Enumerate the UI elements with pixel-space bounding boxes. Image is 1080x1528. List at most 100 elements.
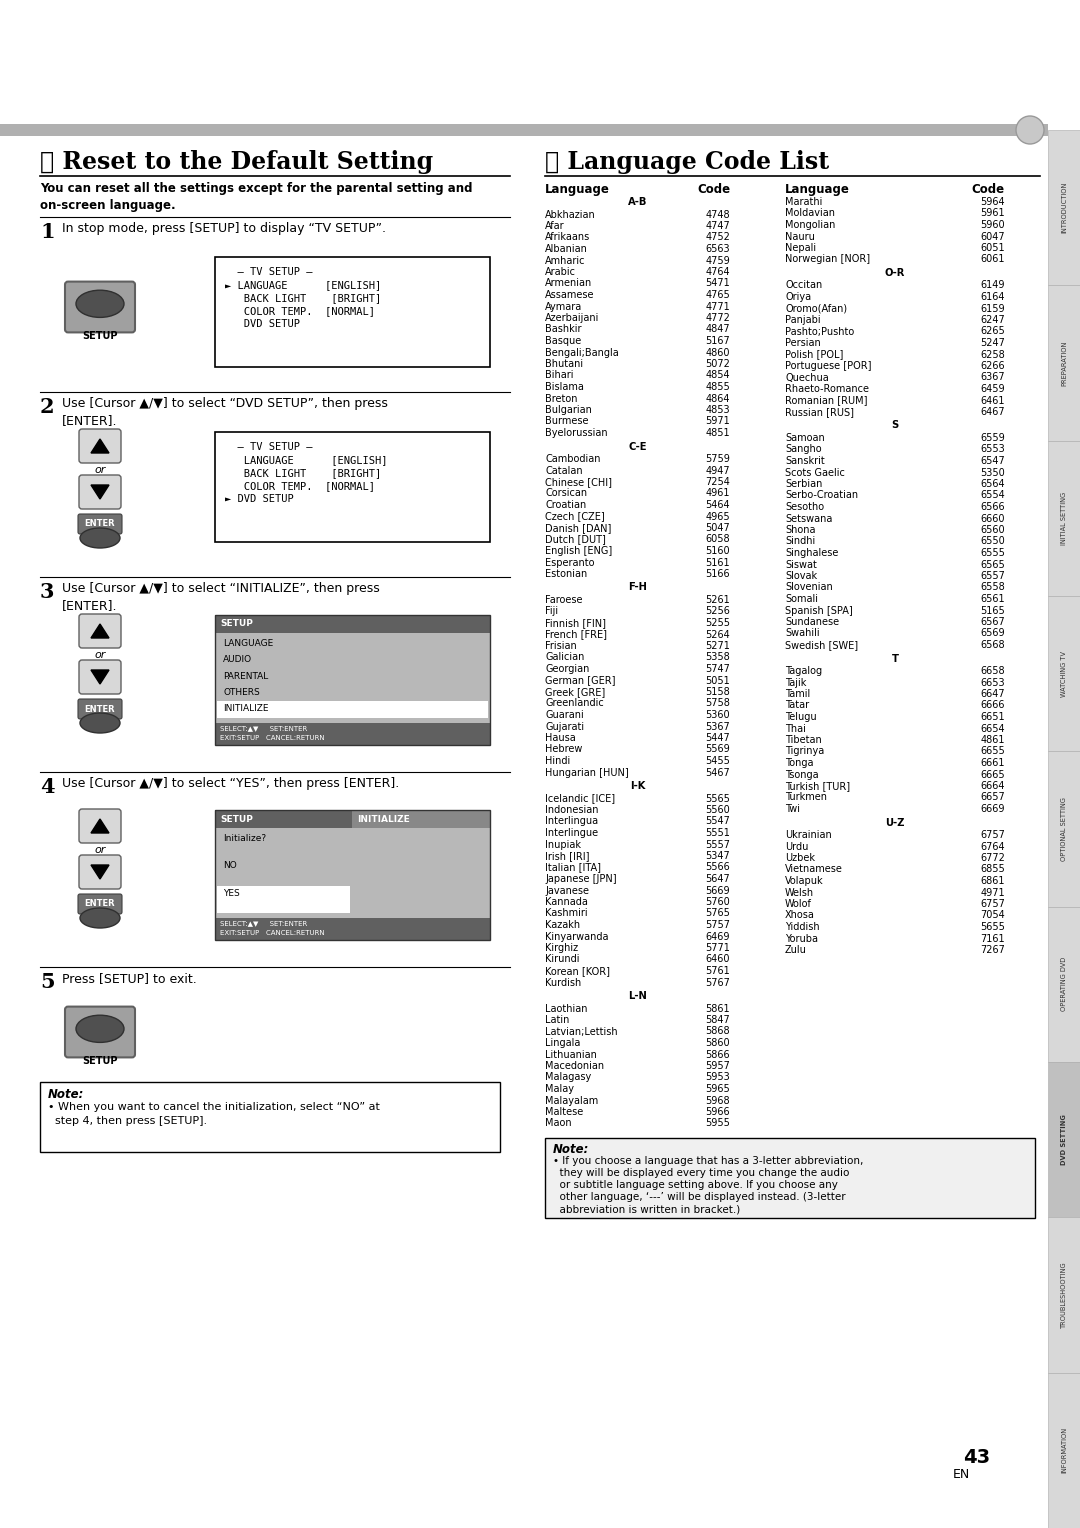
Text: 5072: 5072 bbox=[705, 359, 730, 368]
Text: Bulgarian: Bulgarian bbox=[545, 405, 592, 416]
Text: Kinyarwanda: Kinyarwanda bbox=[545, 932, 608, 941]
Text: Note:: Note: bbox=[553, 1143, 590, 1157]
Polygon shape bbox=[91, 623, 109, 639]
Text: Hebrew: Hebrew bbox=[545, 744, 582, 755]
FancyBboxPatch shape bbox=[78, 698, 122, 720]
Text: Macedonian: Macedonian bbox=[545, 1060, 604, 1071]
Text: 4971: 4971 bbox=[981, 888, 1005, 897]
Text: Indonesian: Indonesian bbox=[545, 805, 598, 814]
Text: 5051: 5051 bbox=[705, 675, 730, 686]
Text: Hausa: Hausa bbox=[545, 733, 576, 743]
Text: German [GER]: German [GER] bbox=[545, 675, 616, 686]
Text: other language, ‘---’ will be displayed instead. (3-letter: other language, ‘---’ will be displayed … bbox=[553, 1192, 846, 1203]
Text: 6554: 6554 bbox=[981, 490, 1005, 501]
Text: 5261: 5261 bbox=[705, 594, 730, 605]
Bar bbox=[1048, 130, 1080, 286]
Bar bbox=[215, 810, 490, 940]
Text: 6657: 6657 bbox=[981, 793, 1005, 802]
Text: AUDIO: AUDIO bbox=[222, 656, 252, 665]
Text: 5647: 5647 bbox=[705, 874, 730, 885]
Text: 5966: 5966 bbox=[705, 1106, 730, 1117]
Text: Gujarati: Gujarati bbox=[545, 721, 584, 732]
Text: 4847: 4847 bbox=[705, 324, 730, 335]
FancyBboxPatch shape bbox=[78, 513, 122, 533]
Text: Bislama: Bislama bbox=[545, 382, 584, 393]
Text: Shona: Shona bbox=[785, 526, 815, 535]
Text: Assamese: Assamese bbox=[545, 290, 594, 299]
Text: 5759: 5759 bbox=[705, 454, 730, 465]
Text: or subtitle language setting above. If you choose any: or subtitle language setting above. If y… bbox=[553, 1180, 838, 1190]
Text: Slovak: Slovak bbox=[785, 571, 818, 581]
Text: Kannada: Kannada bbox=[545, 897, 588, 908]
Text: Aymara: Aymara bbox=[545, 301, 582, 312]
Text: Laothian: Laothian bbox=[545, 1004, 588, 1013]
Text: SELECT:▲▼     SET:ENTER: SELECT:▲▼ SET:ENTER bbox=[220, 724, 307, 730]
Text: Russian [RUS]: Russian [RUS] bbox=[785, 406, 854, 417]
Text: Kirghiz: Kirghiz bbox=[545, 943, 578, 953]
Text: Telugu: Telugu bbox=[785, 712, 816, 723]
Text: O-R: O-R bbox=[885, 267, 905, 278]
Text: INITIAL SETTING: INITIAL SETTING bbox=[1061, 492, 1067, 545]
Text: 1: 1 bbox=[40, 222, 55, 241]
Text: Icelandic [ICE]: Icelandic [ICE] bbox=[545, 793, 616, 804]
Text: 6654: 6654 bbox=[981, 723, 1005, 733]
Bar bbox=[1048, 1062, 1080, 1218]
Text: Initialize?: Initialize? bbox=[222, 834, 266, 843]
Text: 6051: 6051 bbox=[981, 243, 1005, 254]
Text: Interlingue: Interlingue bbox=[545, 828, 598, 837]
Text: Georgian: Georgian bbox=[545, 665, 590, 674]
Text: Marathi: Marathi bbox=[785, 197, 822, 206]
Text: Press [SETUP] to exit.: Press [SETUP] to exit. bbox=[62, 972, 197, 986]
FancyBboxPatch shape bbox=[79, 614, 121, 648]
Text: 4772: 4772 bbox=[705, 313, 730, 322]
Ellipse shape bbox=[80, 529, 120, 549]
Text: Abkhazian: Abkhazian bbox=[545, 209, 596, 220]
Text: LANGUAGE: LANGUAGE bbox=[222, 639, 273, 648]
Text: Esperanto: Esperanto bbox=[545, 558, 594, 567]
Text: 5256: 5256 bbox=[705, 607, 730, 616]
Text: Bashkir: Bashkir bbox=[545, 324, 581, 335]
Text: 6247: 6247 bbox=[981, 315, 1005, 325]
Bar bbox=[1048, 1218, 1080, 1372]
Text: 5447: 5447 bbox=[705, 733, 730, 743]
Text: Dutch [DUT]: Dutch [DUT] bbox=[545, 535, 606, 544]
Text: 5767: 5767 bbox=[705, 978, 730, 987]
Text: 5271: 5271 bbox=[705, 642, 730, 651]
Text: Hindi: Hindi bbox=[545, 756, 570, 766]
Text: 5560: 5560 bbox=[705, 805, 730, 814]
Text: Scots Gaelic: Scots Gaelic bbox=[785, 468, 845, 477]
Text: Basque: Basque bbox=[545, 336, 581, 345]
Text: Sindhi: Sindhi bbox=[785, 536, 815, 547]
Text: 5847: 5847 bbox=[705, 1015, 730, 1025]
Polygon shape bbox=[91, 439, 109, 452]
Text: EXIT:SETUP   CANCEL:RETURN: EXIT:SETUP CANCEL:RETURN bbox=[220, 931, 325, 937]
Text: Frisian: Frisian bbox=[545, 642, 577, 651]
Text: 6647: 6647 bbox=[981, 689, 1005, 698]
Text: 6058: 6058 bbox=[705, 535, 730, 544]
Text: Kurdish: Kurdish bbox=[545, 978, 581, 987]
Text: Samoan: Samoan bbox=[785, 432, 825, 443]
Text: 5868: 5868 bbox=[705, 1027, 730, 1036]
Text: Urdu: Urdu bbox=[785, 842, 808, 851]
Text: OPTIONAL SETTING: OPTIONAL SETTING bbox=[1061, 798, 1067, 860]
Text: 5166: 5166 bbox=[705, 568, 730, 579]
Text: Oriya: Oriya bbox=[785, 292, 811, 303]
Text: 6764: 6764 bbox=[981, 842, 1005, 851]
Text: 5655: 5655 bbox=[981, 921, 1005, 932]
Text: English [ENG]: English [ENG] bbox=[545, 545, 612, 556]
Text: Note:: Note: bbox=[48, 1088, 84, 1102]
Text: 4: 4 bbox=[40, 778, 55, 798]
Text: Javanese: Javanese bbox=[545, 886, 589, 895]
Text: BACK LIGHT    [BRIGHT]: BACK LIGHT [BRIGHT] bbox=[225, 468, 381, 478]
Text: You can reset all the settings except for the parental setting and
on-screen lan: You can reset all the settings except fo… bbox=[40, 182, 473, 212]
Text: 4947: 4947 bbox=[705, 466, 730, 475]
Text: 5761: 5761 bbox=[705, 966, 730, 976]
FancyBboxPatch shape bbox=[79, 808, 121, 843]
Text: 4860: 4860 bbox=[705, 347, 730, 358]
Text: Afar: Afar bbox=[545, 222, 565, 231]
Text: or: or bbox=[94, 465, 106, 475]
Text: Siswat: Siswat bbox=[785, 559, 816, 570]
Text: S: S bbox=[891, 420, 899, 431]
Text: Breton: Breton bbox=[545, 394, 578, 403]
Ellipse shape bbox=[76, 290, 124, 318]
